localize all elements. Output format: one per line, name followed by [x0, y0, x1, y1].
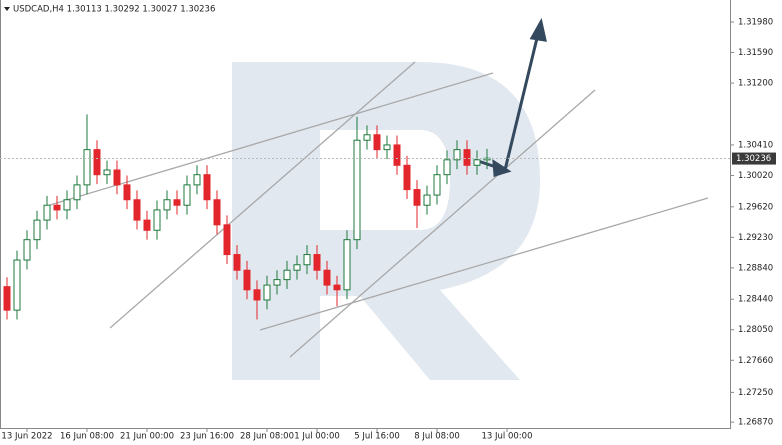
candle-body — [243, 269, 251, 291]
candle-body — [463, 149, 471, 166]
candle-body — [273, 279, 281, 286]
candle-body — [133, 199, 141, 221]
forecast-arrows — [474, 17, 547, 177]
candle-body — [173, 199, 181, 206]
candle-body — [113, 169, 121, 186]
candle-body — [213, 199, 221, 226]
candle-body — [303, 254, 311, 266]
candle-body — [383, 144, 391, 151]
candle-body — [123, 184, 131, 201]
candles — [3, 114, 491, 320]
y-tick-label: 1.29230 — [738, 233, 773, 243]
last-price-label: 1.30236 — [736, 154, 771, 164]
candle-body — [93, 149, 101, 176]
candle-body — [183, 184, 191, 206]
candle-body — [203, 174, 211, 201]
candle-body — [373, 134, 381, 151]
candle-body — [393, 144, 401, 166]
candle-body — [423, 194, 431, 206]
candle-body — [43, 204, 51, 221]
candle-body — [253, 289, 261, 301]
axes: 1.31980 1.31590 1.31200 1.30410 1.30020 1.296… — [0, 18, 776, 442]
x-tick-label: 5 Jul 16:00 — [354, 432, 400, 442]
y-tick-label: 1.26870 — [738, 418, 773, 428]
y-tick-label: 1.31590 — [738, 48, 773, 58]
candle-body — [3, 286, 11, 311]
candle-body — [283, 269, 291, 281]
chart-title: USDCAD,H4 1.30113 1.30292 1.30027 1.3023… — [13, 5, 215, 15]
x-tick-label: 13 Jul 00:00 — [482, 432, 533, 442]
menu-triangle — [4, 7, 10, 11]
y-tick-label: 1.31980 — [738, 18, 773, 28]
candle-body — [413, 189, 421, 206]
candle-body — [353, 139, 361, 241]
y-tick-label: 1.28050 — [738, 325, 773, 335]
trend-lines — [49, 61, 709, 358]
x-tick-label: 8 Jul 08:00 — [414, 432, 460, 442]
channel-bottom — [259, 197, 709, 331]
last-price-box — [732, 152, 776, 165]
candle-body — [333, 284, 341, 291]
channel-mid — [109, 61, 416, 329]
candle-body — [13, 259, 21, 311]
arrow-head — [492, 159, 512, 177]
candle-body — [433, 174, 441, 196]
x-tick-label: 21 Jun 00:00 — [120, 432, 174, 442]
x-tick-label: 13 Jun 2022 — [1, 432, 52, 442]
arrow-head — [529, 17, 547, 42]
candle-body — [363, 134, 371, 141]
candle-body — [143, 219, 151, 231]
arrow-shaft — [503, 33, 540, 171]
channel-support — [289, 89, 596, 358]
candle-body — [153, 209, 161, 231]
candle-body — [323, 269, 331, 286]
candle-body — [33, 219, 41, 241]
y-tick-label: 1.28440 — [738, 295, 773, 305]
candle-body — [233, 254, 241, 271]
candle-body — [193, 174, 201, 186]
candle-body — [443, 159, 451, 176]
y-tick-label: 1.30410 — [738, 140, 773, 150]
candle-body — [313, 254, 321, 271]
y-tick-label: 1.31200 — [738, 79, 773, 89]
candle-body — [343, 239, 351, 291]
x-tick-label: 1 Jul 00:00 — [294, 432, 340, 442]
watermark — [232, 62, 540, 380]
candle-body — [223, 224, 231, 256]
x-tick-label: 23 Jun 16:00 — [180, 432, 234, 442]
candle-body — [263, 284, 271, 301]
candle-body — [163, 199, 171, 211]
candle-body — [103, 169, 111, 176]
candle-body — [83, 149, 91, 186]
x-tick-label: 28 Jun 08:00 — [240, 432, 294, 442]
candle-body — [73, 184, 81, 201]
candle-body — [293, 264, 301, 271]
candle-body — [53, 204, 61, 211]
y-tick-label: 1.29620 — [738, 202, 773, 212]
candle-body — [63, 199, 71, 211]
y-tick-label: 1.27660 — [738, 356, 773, 366]
x-tick-label: 16 Jun 08:00 — [60, 432, 114, 442]
y-tick-label: 1.28840 — [738, 263, 773, 273]
candle-body — [23, 239, 31, 261]
candle-body — [403, 164, 411, 191]
y-tick-label: 1.27250 — [738, 388, 773, 398]
candle-body — [453, 149, 461, 161]
candle-body — [473, 159, 481, 166]
channel-top — [49, 72, 494, 206]
y-tick-label: 1.30020 — [738, 171, 773, 181]
